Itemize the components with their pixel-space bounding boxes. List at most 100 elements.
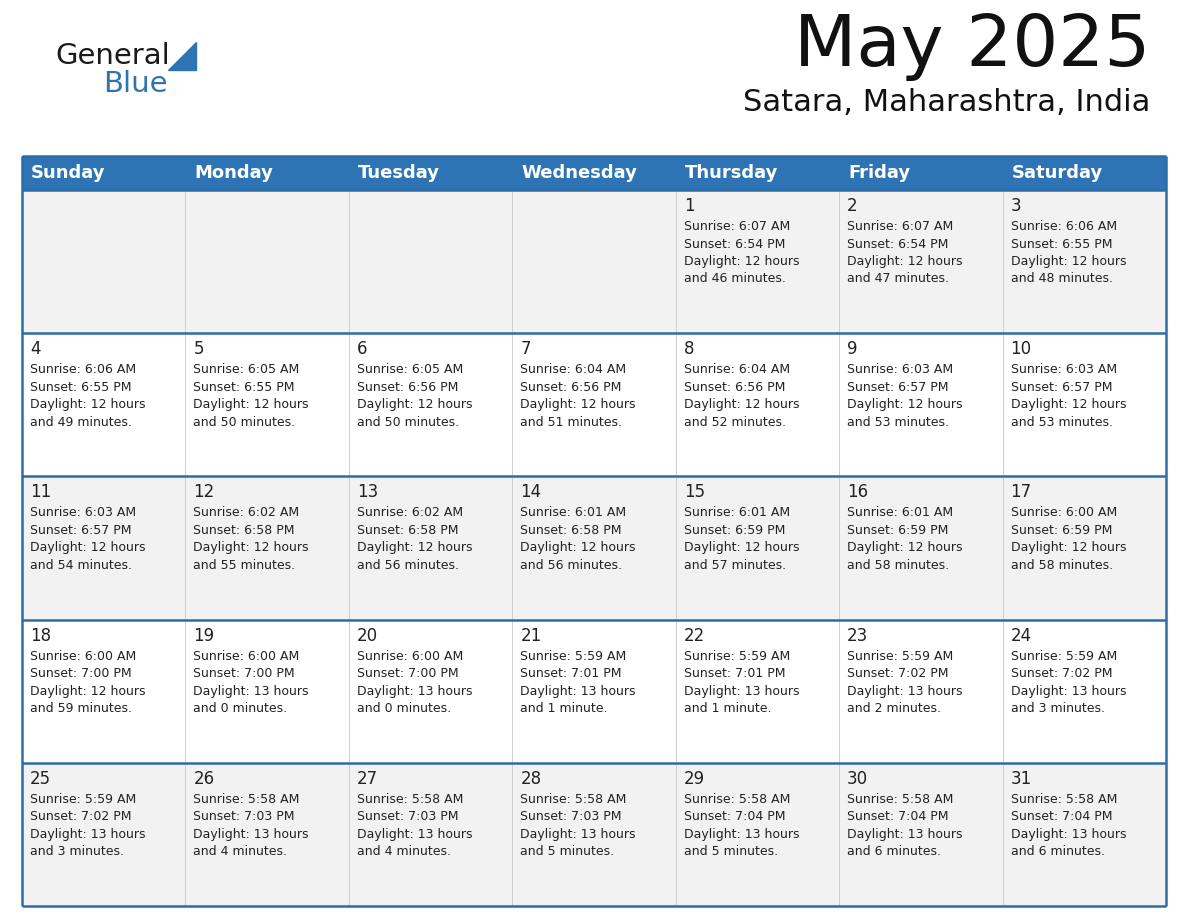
Text: and 0 minutes.: and 0 minutes. [356,702,451,715]
Text: General: General [55,42,170,70]
Text: Daylight: 12 hours: Daylight: 12 hours [30,542,145,554]
Text: Sunrise: 6:03 AM: Sunrise: 6:03 AM [30,507,137,520]
Text: and 58 minutes.: and 58 minutes. [847,559,949,572]
Text: Sunrise: 5:59 AM: Sunrise: 5:59 AM [684,650,790,663]
Text: Sunset: 6:57 PM: Sunset: 6:57 PM [847,381,949,394]
Text: Sunrise: 6:03 AM: Sunrise: 6:03 AM [1011,364,1117,376]
Bar [23,476,1165,620]
Text: and 5 minutes.: and 5 minutes. [520,845,614,858]
Text: Sunset: 7:03 PM: Sunset: 7:03 PM [520,811,621,823]
Text: Daylight: 13 hours: Daylight: 13 hours [520,828,636,841]
Text: Sunset: 7:04 PM: Sunset: 7:04 PM [1011,811,1112,823]
Text: Daylight: 13 hours: Daylight: 13 hours [194,685,309,698]
Bar [839,156,1003,190]
Text: Blue: Blue [103,70,168,98]
Text: Sunset: 6:56 PM: Sunset: 6:56 PM [356,381,459,394]
Text: Sunrise: 6:06 AM: Sunrise: 6:06 AM [1011,220,1117,233]
Text: 18: 18 [30,627,51,644]
Text: 27: 27 [356,770,378,788]
Text: Sunrise: 6:01 AM: Sunrise: 6:01 AM [684,507,790,520]
Text: Sunrise: 6:01 AM: Sunrise: 6:01 AM [847,507,953,520]
Text: Sunrise: 5:58 AM: Sunrise: 5:58 AM [356,793,463,806]
Text: Daylight: 13 hours: Daylight: 13 hours [1011,828,1126,841]
Text: 25: 25 [30,770,51,788]
Text: 11: 11 [30,484,51,501]
Text: Sunrise: 5:58 AM: Sunrise: 5:58 AM [1011,793,1117,806]
Bar [349,156,512,190]
Bar [676,156,839,190]
Text: and 57 minutes.: and 57 minutes. [684,559,785,572]
Text: Sunrise: 5:58 AM: Sunrise: 5:58 AM [194,793,299,806]
Text: and 56 minutes.: and 56 minutes. [520,559,623,572]
Text: 17: 17 [1011,484,1031,501]
Text: Daylight: 12 hours: Daylight: 12 hours [684,542,800,554]
Text: Sunrise: 6:06 AM: Sunrise: 6:06 AM [30,364,137,376]
Text: Sunrise: 6:00 AM: Sunrise: 6:00 AM [194,650,299,663]
Bar [23,190,1165,333]
Text: Sunset: 7:00 PM: Sunset: 7:00 PM [356,667,459,680]
Text: Friday: Friday [848,164,910,182]
Text: Daylight: 12 hours: Daylight: 12 hours [356,542,473,554]
Text: 15: 15 [684,484,704,501]
Text: and 47 minutes.: and 47 minutes. [847,273,949,285]
Text: Sunset: 7:00 PM: Sunset: 7:00 PM [30,667,132,680]
Text: Daylight: 12 hours: Daylight: 12 hours [30,398,145,411]
Text: Sunrise: 6:02 AM: Sunrise: 6:02 AM [194,507,299,520]
Text: Sunrise: 5:59 AM: Sunrise: 5:59 AM [30,793,137,806]
Text: and 0 minutes.: and 0 minutes. [194,702,287,715]
Text: Daylight: 13 hours: Daylight: 13 hours [684,828,800,841]
Text: Thursday: Thursday [684,164,778,182]
Text: Sunset: 7:02 PM: Sunset: 7:02 PM [30,811,132,823]
Text: Sunrise: 6:01 AM: Sunrise: 6:01 AM [520,507,626,520]
Text: Monday: Monday [195,164,273,182]
Text: Sunrise: 5:59 AM: Sunrise: 5:59 AM [847,650,954,663]
Text: Sunset: 7:00 PM: Sunset: 7:00 PM [194,667,295,680]
Text: Sunrise: 6:05 AM: Sunrise: 6:05 AM [194,364,299,376]
Text: 23: 23 [847,627,868,644]
Text: and 6 minutes.: and 6 minutes. [847,845,941,858]
Bar [185,156,349,190]
Text: and 1 minute.: and 1 minute. [684,702,771,715]
Text: Sunset: 7:02 PM: Sunset: 7:02 PM [1011,667,1112,680]
Text: Sunset: 6:54 PM: Sunset: 6:54 PM [847,238,948,251]
Text: Sunset: 7:04 PM: Sunset: 7:04 PM [684,811,785,823]
Text: Daylight: 12 hours: Daylight: 12 hours [194,542,309,554]
Text: Sunset: 7:03 PM: Sunset: 7:03 PM [356,811,459,823]
Text: Sunrise: 6:00 AM: Sunrise: 6:00 AM [356,650,463,663]
Text: 9: 9 [847,341,858,358]
Text: Sunrise: 6:04 AM: Sunrise: 6:04 AM [684,364,790,376]
Text: Sunrise: 6:07 AM: Sunrise: 6:07 AM [684,220,790,233]
Text: Sunrise: 6:02 AM: Sunrise: 6:02 AM [356,507,463,520]
Text: 4: 4 [30,341,40,358]
Text: Daylight: 12 hours: Daylight: 12 hours [847,398,962,411]
Text: Daylight: 13 hours: Daylight: 13 hours [356,828,473,841]
Text: Sunset: 6:59 PM: Sunset: 6:59 PM [684,524,785,537]
Bar [512,156,676,190]
Bar [23,333,1165,476]
Text: Sunset: 6:58 PM: Sunset: 6:58 PM [194,524,295,537]
Text: Sunset: 6:58 PM: Sunset: 6:58 PM [356,524,459,537]
Text: Saturday: Saturday [1011,164,1102,182]
Text: Daylight: 13 hours: Daylight: 13 hours [684,685,800,698]
Text: Daylight: 12 hours: Daylight: 12 hours [194,398,309,411]
Text: 2: 2 [847,197,858,215]
Text: and 3 minutes.: and 3 minutes. [30,845,124,858]
Text: and 51 minutes.: and 51 minutes. [520,416,623,429]
Text: Daylight: 13 hours: Daylight: 13 hours [847,685,962,698]
Text: and 56 minutes.: and 56 minutes. [356,559,459,572]
Text: and 54 minutes.: and 54 minutes. [30,559,132,572]
Text: Sunrise: 6:04 AM: Sunrise: 6:04 AM [520,364,626,376]
Text: 3: 3 [1011,197,1022,215]
Text: Sunrise: 5:59 AM: Sunrise: 5:59 AM [520,650,626,663]
Text: Sunset: 6:55 PM: Sunset: 6:55 PM [194,381,295,394]
Text: Daylight: 12 hours: Daylight: 12 hours [684,255,800,268]
Text: and 2 minutes.: and 2 minutes. [847,702,941,715]
Text: Sunday: Sunday [31,164,106,182]
Text: Daylight: 12 hours: Daylight: 12 hours [1011,398,1126,411]
Text: and 50 minutes.: and 50 minutes. [194,416,296,429]
Text: Sunset: 6:56 PM: Sunset: 6:56 PM [520,381,621,394]
Text: Daylight: 12 hours: Daylight: 12 hours [520,542,636,554]
Text: 28: 28 [520,770,542,788]
Text: 20: 20 [356,627,378,644]
Text: Sunrise: 6:07 AM: Sunrise: 6:07 AM [847,220,954,233]
